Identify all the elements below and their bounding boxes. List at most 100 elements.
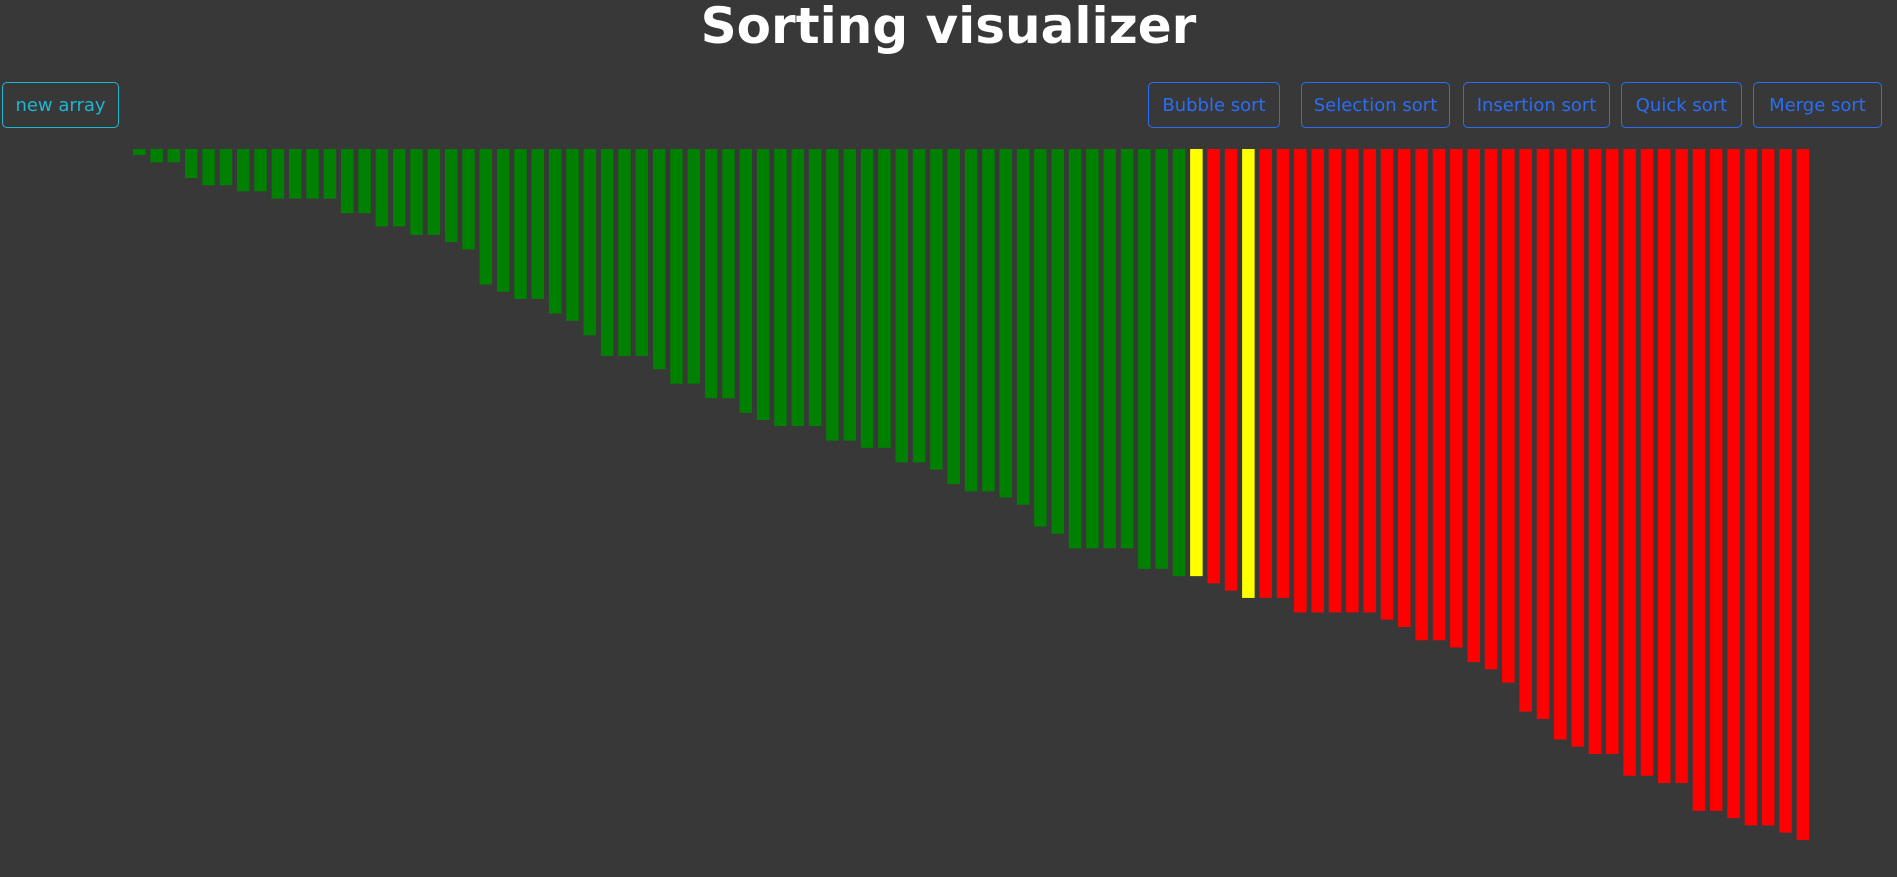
array-bar xyxy=(722,149,735,399)
array-bar xyxy=(1606,149,1619,754)
array-bar xyxy=(878,149,891,448)
array-bar xyxy=(271,149,285,199)
array-bar xyxy=(1068,149,1082,549)
array-bar xyxy=(219,149,233,186)
array-bar xyxy=(1034,149,1047,527)
array-bar xyxy=(548,149,562,314)
array-bar xyxy=(618,149,631,356)
array-bar xyxy=(1276,149,1290,598)
array-bar xyxy=(652,149,666,370)
array-bar xyxy=(687,149,701,384)
array-bar xyxy=(1207,149,1220,584)
array-bar xyxy=(860,149,874,448)
insertion-sort-button[interactable]: Insertion sort xyxy=(1463,82,1610,128)
array-bar xyxy=(739,149,753,413)
array-bar xyxy=(635,149,649,356)
array-bar xyxy=(999,149,1012,498)
new-array-button[interactable]: new array xyxy=(2,82,119,128)
array-bar xyxy=(1675,149,1688,784)
array-bar xyxy=(1103,149,1116,549)
array-bar xyxy=(288,149,302,199)
title: Sorting visualizer xyxy=(700,0,1197,55)
array-bar xyxy=(375,149,389,227)
selection-sort-button[interactable]: Selection sort xyxy=(1301,82,1450,128)
array-bar xyxy=(1051,149,1064,534)
array-bar xyxy=(1796,149,1810,840)
array-bar xyxy=(1155,149,1168,569)
array-bar xyxy=(1536,149,1550,719)
array-bar xyxy=(1692,149,1706,811)
array-bar xyxy=(150,149,163,163)
array-bar xyxy=(1710,149,1723,811)
array-bar xyxy=(340,149,354,214)
array-bar xyxy=(306,149,319,199)
array-bar xyxy=(1380,149,1394,620)
array-bar xyxy=(826,149,839,441)
array-bar xyxy=(1138,149,1151,569)
array-bar xyxy=(254,149,267,192)
array-bar xyxy=(1484,149,1498,670)
array-bar xyxy=(1571,149,1584,747)
array-bar xyxy=(1172,149,1186,577)
array-bar xyxy=(410,149,423,235)
array-bar xyxy=(1623,149,1636,776)
bubble-sort-button[interactable]: Bubble sort xyxy=(1148,82,1280,128)
array-bar xyxy=(1120,149,1134,549)
array-bar xyxy=(496,149,510,292)
array-bar xyxy=(1294,149,1307,613)
array-bar xyxy=(1744,149,1758,826)
array-bar xyxy=(1554,149,1567,740)
array-bar xyxy=(600,149,614,356)
array-bar xyxy=(1450,149,1463,648)
array-bar xyxy=(1259,149,1272,598)
array-bar xyxy=(1779,149,1792,833)
array-bar xyxy=(1016,149,1030,505)
array-bar xyxy=(358,149,371,214)
array-bar xyxy=(1086,149,1099,549)
array-bar xyxy=(566,149,579,321)
array-bar xyxy=(583,149,597,336)
array-bar xyxy=(791,149,805,427)
merge-sort-button[interactable]: Merge sort xyxy=(1753,82,1882,128)
array-bar xyxy=(808,149,822,427)
array-bar xyxy=(1727,149,1740,819)
array-bar xyxy=(1346,149,1359,613)
array-bar xyxy=(912,149,926,463)
array-bar xyxy=(531,149,545,300)
array-bar xyxy=(1432,149,1446,641)
array-bar xyxy=(930,149,943,470)
array-bar xyxy=(1363,149,1376,613)
array-bar xyxy=(202,149,215,186)
array-bar xyxy=(514,149,527,300)
array-bar xyxy=(1242,149,1255,598)
array-bar xyxy=(184,149,198,179)
array-bar xyxy=(392,149,406,227)
array-bar xyxy=(1640,149,1654,776)
array-bar xyxy=(236,149,250,192)
array-bar xyxy=(756,149,770,421)
array-bar xyxy=(670,149,683,384)
array-bar xyxy=(1502,149,1515,683)
array-bar xyxy=(1588,149,1602,754)
array-bar xyxy=(462,149,475,250)
array-bar xyxy=(843,149,857,441)
array-bar xyxy=(895,149,909,463)
array-bar xyxy=(1311,149,1324,613)
array-bar xyxy=(1190,149,1203,577)
array-bar xyxy=(964,149,978,492)
quick-sort-button[interactable]: Quick sort xyxy=(1621,82,1742,128)
array-bar xyxy=(1467,149,1480,663)
array-bar xyxy=(704,149,718,399)
array-bar xyxy=(133,149,146,156)
array-bar xyxy=(167,149,181,163)
array-bar xyxy=(1762,149,1775,826)
array-bar xyxy=(1658,149,1671,784)
array-bar xyxy=(947,149,961,485)
array-bar xyxy=(1328,149,1342,613)
array-bar xyxy=(1519,149,1532,712)
array-bar xyxy=(1415,149,1428,641)
array-bar xyxy=(444,149,458,243)
array-bar xyxy=(323,149,337,199)
